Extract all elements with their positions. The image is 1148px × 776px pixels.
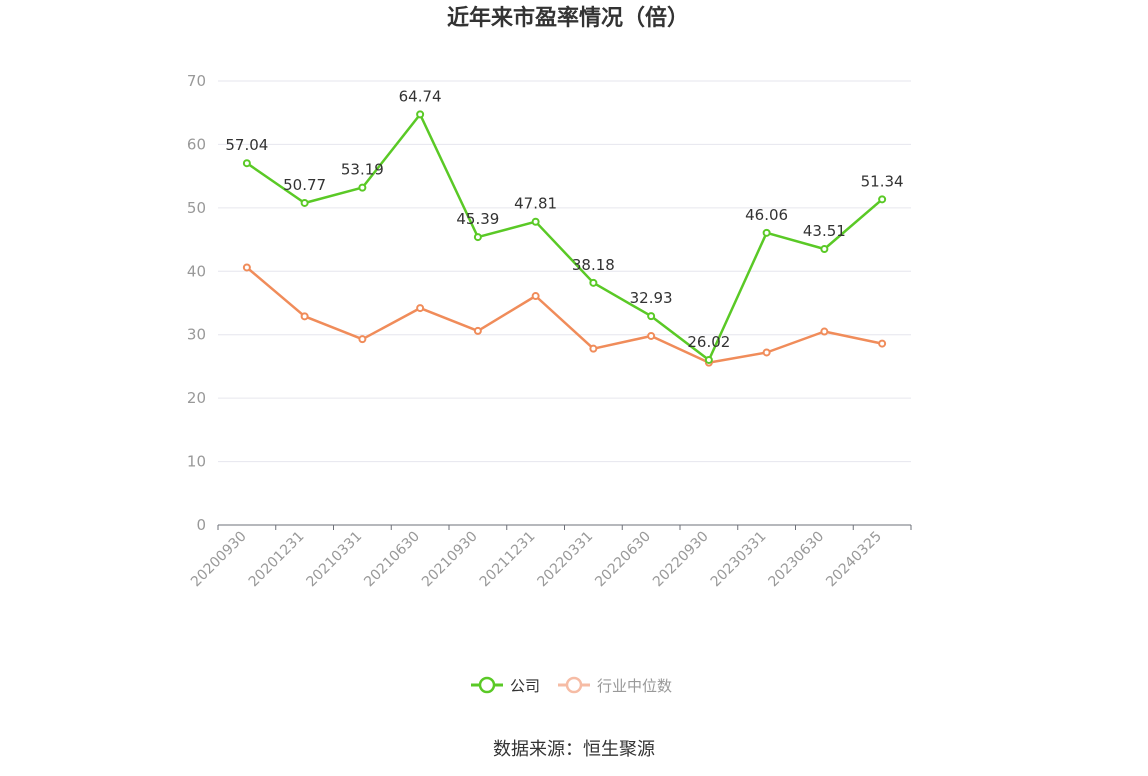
data-point[interactable] — [647, 312, 656, 321]
grid-lines — [218, 80, 911, 463]
legend-marker-icon — [565, 676, 583, 694]
legend-item-company[interactable]: 公司 — [471, 676, 540, 695]
y-tick-label: 40 — [187, 262, 206, 280]
data-point[interactable] — [704, 355, 713, 364]
data-point[interactable] — [762, 228, 771, 237]
data-point[interactable] — [300, 312, 309, 321]
series-line — [246, 113, 883, 362]
y-tick-label: 20 — [187, 389, 206, 407]
data-point[interactable] — [242, 263, 251, 272]
data-point[interactable] — [589, 344, 598, 353]
data-label: 47.81 — [514, 195, 557, 213]
data-point[interactable] — [820, 327, 829, 336]
series-1 — [242, 263, 887, 367]
chart-title: 近年来市盈率情况（倍） — [447, 5, 689, 31]
x-tick-label: 20240325 — [823, 529, 885, 591]
data-label: 51.34 — [861, 172, 904, 190]
data-point[interactable] — [358, 183, 367, 192]
legend[interactable]: 公司 行业中位数 — [471, 676, 672, 695]
y-tick-label: 30 — [187, 326, 206, 344]
x-tick-label: 20211231 — [477, 529, 539, 591]
data-point[interactable] — [473, 233, 482, 242]
data-point[interactable] — [473, 326, 482, 335]
legend-item-industry-median[interactable]: 行业中位数 — [558, 676, 672, 695]
series-layer — [242, 110, 887, 367]
y-axis: 0 10 20 30 40 50 60 70 — [187, 72, 206, 534]
data-point[interactable] — [531, 217, 540, 226]
data-label: 45.39 — [456, 210, 499, 228]
data-label: 43.51 — [803, 222, 846, 240]
data-point[interactable] — [242, 159, 251, 168]
source-note: 数据来源：恒生聚源 — [493, 739, 655, 760]
x-tick-label: 20220630 — [592, 529, 654, 591]
legend-marker-icon — [478, 676, 496, 694]
series-line — [246, 266, 883, 364]
x-tick-label: 20230630 — [765, 529, 827, 591]
data-point[interactable] — [416, 304, 425, 313]
data-label: 57.04 — [225, 136, 268, 154]
x-tick-label: 20210331 — [303, 529, 365, 591]
data-point[interactable] — [358, 335, 367, 344]
data-label: 53.19 — [341, 161, 384, 179]
y-tick-label: 10 — [187, 453, 206, 471]
data-point[interactable] — [820, 245, 829, 254]
x-axis: 2020093020201231202103312021063020210930… — [188, 524, 912, 591]
data-point[interactable] — [531, 292, 540, 301]
x-tick-label: 20201231 — [246, 529, 308, 591]
data-point[interactable] — [878, 195, 887, 204]
y-tick-label: 0 — [196, 516, 206, 534]
legend-label: 行业中位数 — [597, 677, 672, 695]
data-labels: 57.04 50.77 53.19 64.74 45.39 47.81 38.18 32.93… — [225, 87, 903, 351]
data-label: 64.74 — [399, 87, 442, 105]
y-tick-label: 60 — [187, 135, 206, 153]
data-label: 26.02 — [687, 333, 730, 351]
x-tick-label: 20210930 — [419, 529, 481, 591]
data-point[interactable] — [762, 348, 771, 357]
series-0 — [242, 110, 887, 364]
y-tick-label: 70 — [187, 72, 206, 90]
data-point[interactable] — [589, 278, 598, 287]
data-point[interactable] — [300, 198, 309, 207]
legend-label: 公司 — [510, 677, 540, 695]
data-label: 50.77 — [283, 176, 326, 194]
y-tick-label: 50 — [187, 199, 206, 217]
data-label: 32.93 — [630, 289, 673, 307]
data-point[interactable] — [647, 331, 656, 340]
x-tick-label: 20200930 — [188, 529, 250, 591]
data-label: 38.18 — [572, 256, 615, 274]
x-tick-label: 20220331 — [534, 529, 596, 591]
data-point[interactable] — [416, 110, 425, 119]
x-tick-label: 20230331 — [708, 529, 770, 591]
x-tick-label: 20210630 — [361, 529, 423, 591]
x-tick-label: 20220930 — [650, 529, 712, 591]
data-point[interactable] — [878, 339, 887, 348]
data-label: 46.06 — [745, 206, 788, 224]
